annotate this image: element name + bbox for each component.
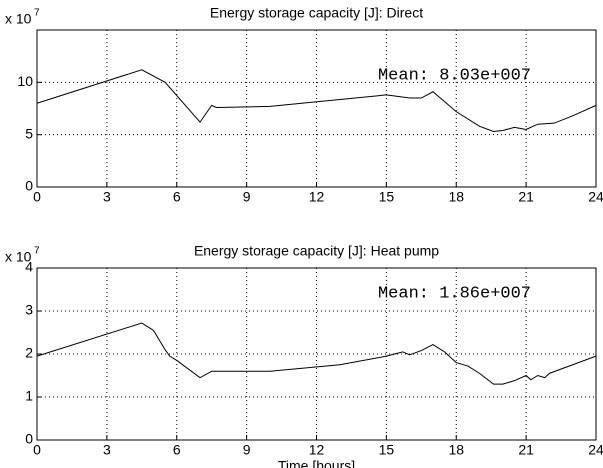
x-tick-label: 6 [173,189,181,205]
y-multiplier: x 10 [5,249,32,265]
y-tick-label: 1 [25,388,33,404]
y-tick-label: 3 [25,302,33,318]
x-tick-label: 0 [33,189,41,205]
x-tick-label: 12 [309,189,325,205]
x-tick-label: 21 [518,442,534,458]
chart-title: Energy storage capacity [J]: Direct [210,5,423,21]
y-exponent: 7 [34,246,40,257]
annotation: Mean: 8.03e+007 [378,66,531,85]
y-multiplier: x 10 [5,11,32,27]
y-tick-label: 5 [25,125,33,141]
x-tick-label: 6 [173,442,181,458]
x-tick-label: 9 [243,189,251,205]
x-tick-label: 18 [448,442,464,458]
y-tick-label: 0 [25,431,33,447]
axes-box [36,29,597,188]
y-tick-label: 10 [17,73,33,89]
x-tick-label: 0 [33,442,41,458]
x-axis-label: Time [hours] [278,458,355,468]
data-line [36,69,597,133]
y-tick-label: 4 [25,259,33,275]
x-tick-label: 21 [518,189,534,205]
x-tick-label: 18 [448,189,464,205]
x-tick-label: 24 [588,442,603,458]
y-tick-label: 0 [25,178,33,194]
axes-box [36,267,597,441]
x-tick-label: 3 [103,442,111,458]
data-line [36,322,597,385]
x-tick-label: 24 [588,189,603,205]
y-tick-label: 2 [25,345,33,361]
x-tick-label: 15 [379,189,395,205]
x-tick-label: 9 [243,442,251,458]
x-tick-label: 12 [309,442,325,458]
chart-title: Energy storage capacity [J]: Heat pump [194,243,439,259]
x-tick-label: 15 [379,442,395,458]
y-exponent: 7 [34,8,40,19]
x-tick-label: 3 [103,189,111,205]
annotation: Mean: 1.86e+007 [378,284,531,303]
